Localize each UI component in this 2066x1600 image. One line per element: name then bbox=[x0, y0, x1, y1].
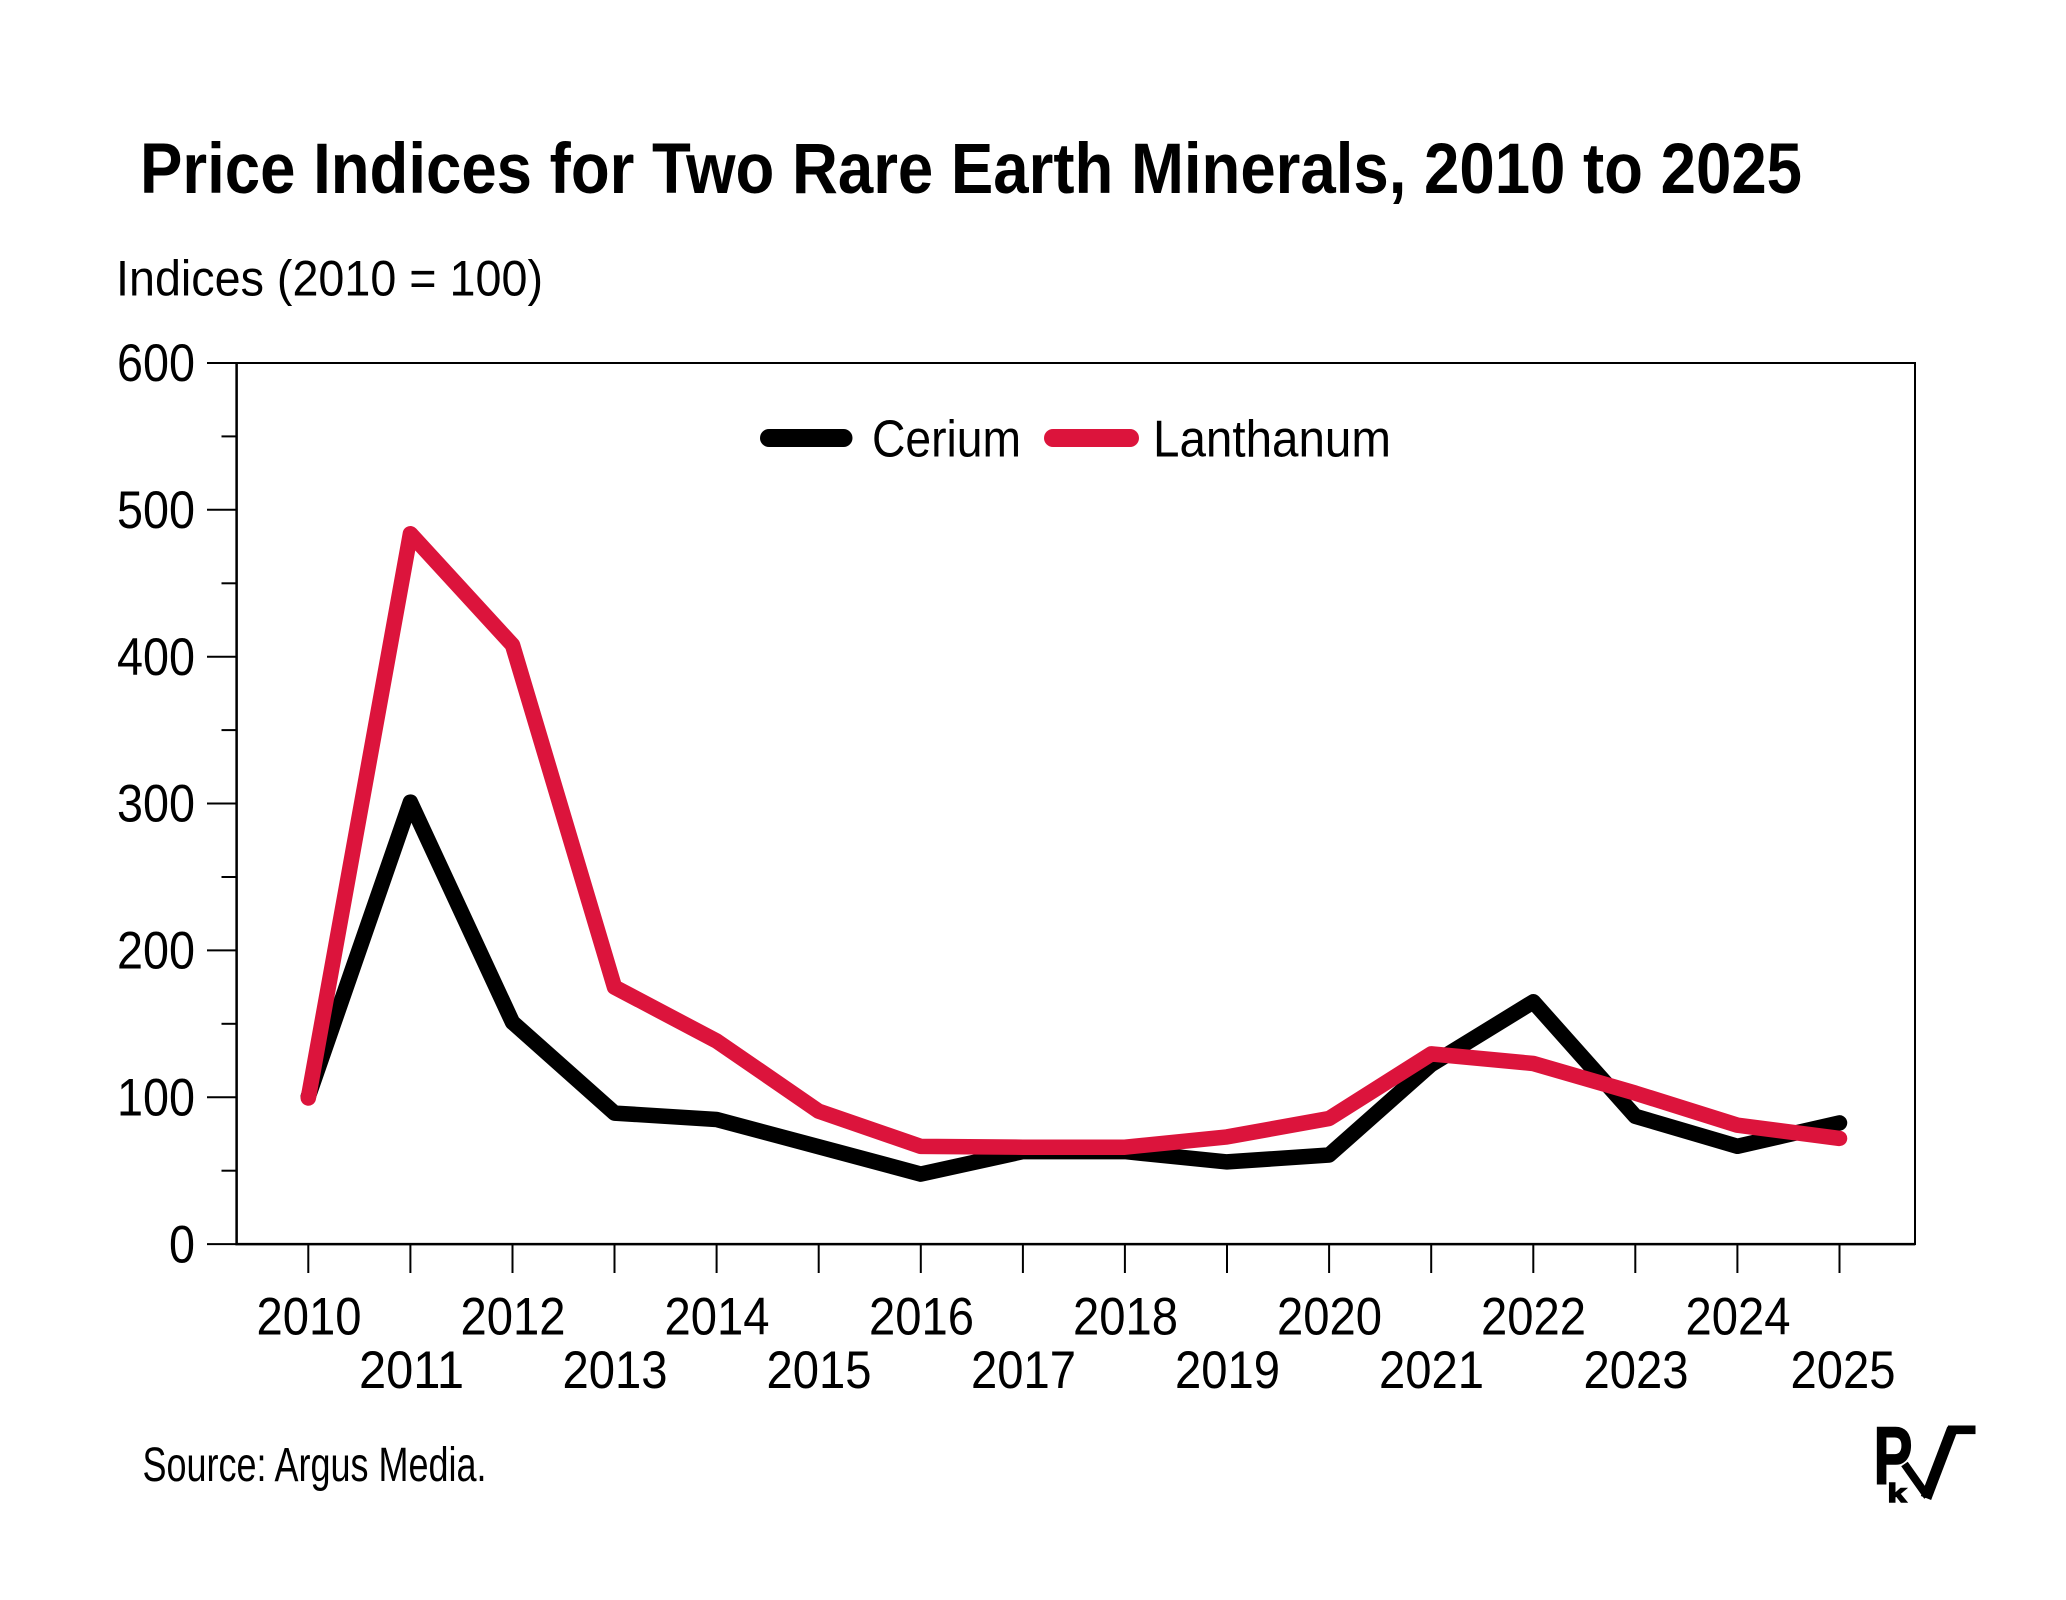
svg-text:2023: 2023 bbox=[1584, 1341, 1689, 1400]
svg-text:2020: 2020 bbox=[1277, 1288, 1382, 1347]
svg-text:Price Indices for Two Rare Ear: Price Indices for Two Rare Earth Mineral… bbox=[140, 130, 1802, 209]
svg-text:500: 500 bbox=[117, 481, 195, 540]
svg-text:2015: 2015 bbox=[767, 1341, 872, 1400]
svg-text:200: 200 bbox=[117, 922, 195, 981]
svg-text:2017: 2017 bbox=[971, 1341, 1076, 1400]
svg-text:2011: 2011 bbox=[359, 1341, 464, 1400]
svg-text:600: 600 bbox=[117, 334, 195, 393]
svg-text:2018: 2018 bbox=[1073, 1288, 1178, 1347]
svg-text:k: k bbox=[1888, 1478, 1908, 1508]
svg-text:100: 100 bbox=[117, 1068, 195, 1127]
svg-text:Lanthanum: Lanthanum bbox=[1153, 411, 1391, 469]
svg-text:2021: 2021 bbox=[1379, 1341, 1484, 1400]
svg-text:Cerium: Cerium bbox=[872, 411, 1021, 469]
svg-text:P: P bbox=[1874, 1411, 1913, 1502]
svg-text:2013: 2013 bbox=[563, 1341, 668, 1400]
svg-text:0: 0 bbox=[169, 1215, 195, 1274]
svg-text:2025: 2025 bbox=[1791, 1341, 1896, 1400]
svg-text:2024: 2024 bbox=[1686, 1288, 1791, 1347]
svg-text:2022: 2022 bbox=[1481, 1288, 1586, 1347]
svg-text:2010: 2010 bbox=[257, 1288, 362, 1347]
svg-text:Indices (2010 = 100): Indices (2010 = 100) bbox=[116, 251, 543, 307]
svg-text:2014: 2014 bbox=[665, 1288, 770, 1347]
svg-text:2019: 2019 bbox=[1175, 1341, 1280, 1400]
svg-text:2012: 2012 bbox=[461, 1288, 566, 1347]
svg-text:2016: 2016 bbox=[869, 1288, 974, 1347]
svg-text:Source: Argus Media.: Source: Argus Media. bbox=[143, 1439, 487, 1492]
svg-text:300: 300 bbox=[117, 775, 195, 834]
svg-text:400: 400 bbox=[117, 628, 195, 687]
